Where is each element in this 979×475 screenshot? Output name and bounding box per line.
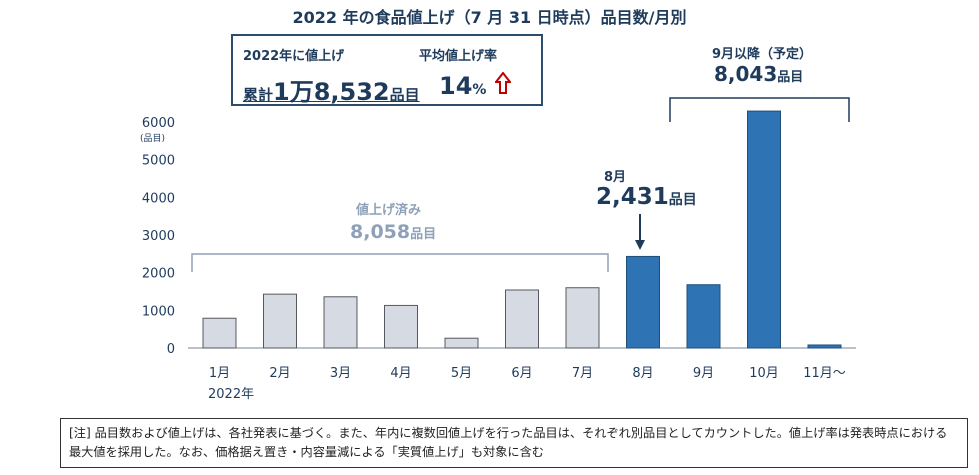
- y-axis-unit: (品目): [140, 133, 165, 144]
- planned-bracket: [669, 97, 850, 122]
- summary-total-unit: 品目: [389, 86, 420, 104]
- y-tick-label: 1000: [142, 304, 175, 319]
- summary-total-label: 2022年に値上げ: [243, 49, 345, 64]
- y-tick-label: 2000: [142, 267, 175, 282]
- done-total: 8,058品目: [350, 221, 436, 243]
- x-tick-label: 6月: [511, 366, 532, 381]
- done-unit: 品目: [410, 227, 437, 242]
- x-tick-label: 10月: [749, 366, 779, 381]
- bar-4: [384, 304, 418, 349]
- y-axis: 0 1000 2000 3000 4000 5000 6000 (品目): [140, 116, 856, 357]
- planned-value: 8,043: [714, 62, 778, 86]
- x-tick-label: 1月: [209, 366, 230, 381]
- brackets: [191, 97, 850, 272]
- done-bracket: [191, 253, 609, 272]
- summary-total-value: 1万8,532: [273, 78, 390, 106]
- x-tick-label: 4月: [390, 366, 411, 381]
- y-tick-label: 4000: [142, 191, 175, 206]
- x-tick-label: 3月: [330, 366, 351, 381]
- footnote: [注] 品目数および値上げは、各社発表に基づく。また、年内に複数回値上げを行った…: [60, 418, 968, 468]
- summary-rate-value: 14: [439, 72, 473, 100]
- planned-label: 9月以降（予定）: [712, 47, 813, 62]
- bar-7: [565, 287, 600, 349]
- bar-6: [505, 289, 539, 349]
- x-tick-label: 7月: [572, 366, 593, 381]
- x-tick-label: 11月〜: [803, 366, 846, 381]
- y-tick-label: 0: [167, 342, 175, 357]
- done-label: 値上げ済み: [356, 203, 422, 218]
- bar-1: [202, 317, 237, 349]
- bar-11: [807, 344, 842, 349]
- year-label: 2022年: [208, 387, 254, 402]
- summary-total-prefix: 累計: [243, 86, 274, 104]
- summary-rate: 14%: [439, 72, 486, 100]
- summary-rate-label: 平均値上げ率: [419, 49, 498, 64]
- x-tick-label: 8月: [632, 366, 653, 381]
- x-tick-label: 9月: [693, 366, 714, 381]
- summary-rate-unit: %: [472, 82, 487, 98]
- august-value: 2,431: [596, 184, 669, 210]
- bar-9: [686, 284, 721, 349]
- bar-8: [626, 255, 660, 349]
- x-tick-label: 5月: [451, 366, 472, 381]
- bar-10: [747, 110, 781, 349]
- august-total: 2,431品目: [596, 184, 697, 210]
- done-value: 8,058: [350, 221, 411, 243]
- x-axis: 1月 2月 3月 4月 5月 6月 7月 8月 9月 10月 11月〜 2022年: [208, 366, 846, 402]
- bars: [202, 110, 842, 349]
- summary-box: 2022年に値上げ 平均値上げ率 累計1万8,532品目 14%: [231, 34, 543, 106]
- up-arrow-icon: [495, 72, 511, 94]
- x-tick-label: 2月: [269, 366, 290, 381]
- bar-2: [263, 293, 297, 349]
- planned-total: 8,043品目: [714, 62, 803, 86]
- planned-unit: 品目: [777, 70, 804, 85]
- y-tick-label: 5000: [142, 154, 175, 169]
- y-tick-label: 6000: [142, 116, 175, 131]
- august-arrow-head: [635, 240, 645, 250]
- august-label: 8月: [604, 170, 627, 185]
- bar-5: [444, 337, 479, 349]
- y-tick-label: 3000: [142, 229, 175, 244]
- chart-title: 2022 年の食品値上げ（7 月 31 日時点）品目数/月別: [292, 8, 687, 27]
- august-unit: 品目: [668, 192, 697, 208]
- bar-3: [323, 296, 358, 349]
- bar-chart: 0 1000 2000 3000 4000 5000 6000 (品目) 1月 2月 3月 4月 5月…: [140, 97, 856, 402]
- summary-total: 累計1万8,532品目: [243, 72, 420, 107]
